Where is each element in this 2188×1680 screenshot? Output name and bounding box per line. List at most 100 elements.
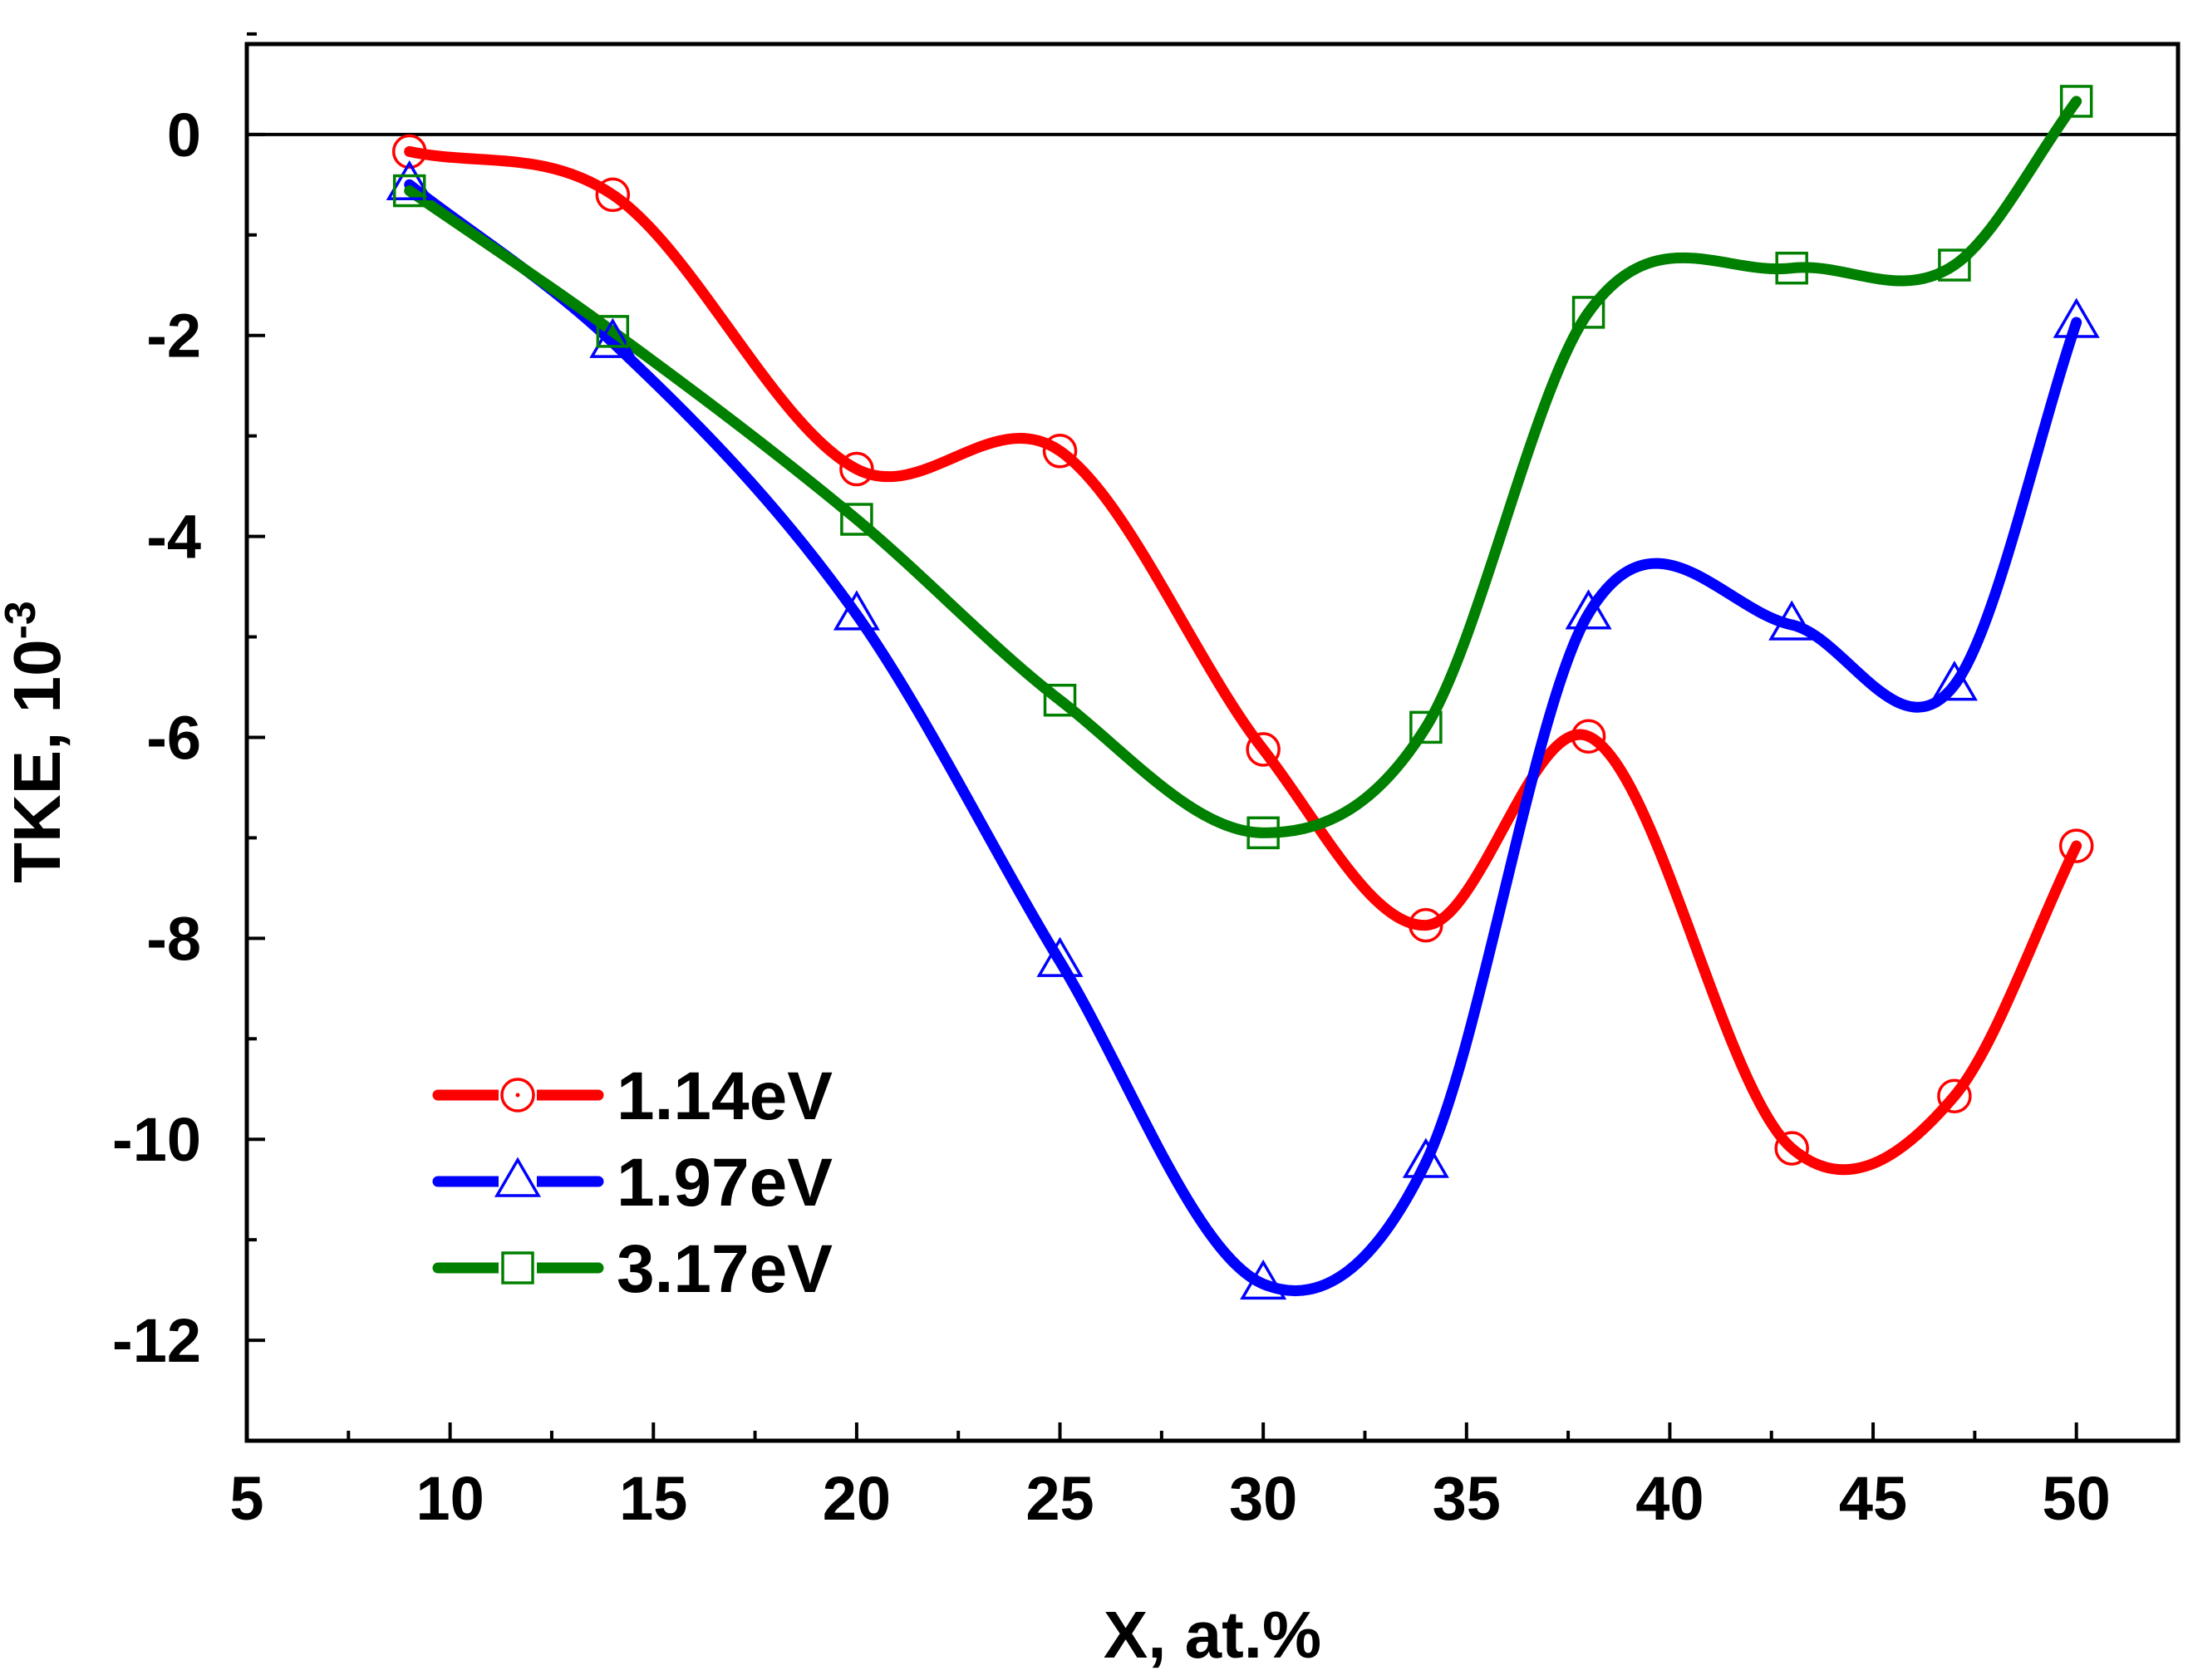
- triangle-marker-shape: [1930, 661, 1978, 701]
- square-marker: [1938, 248, 1971, 282]
- circle-marker-ring: [1042, 434, 1078, 469]
- triangle-marker-shape: [386, 160, 433, 201]
- y-axis-title-text: TKE, 10: [0, 639, 74, 882]
- y-tick-label: -6: [146, 703, 201, 772]
- circle-marker: [839, 451, 874, 487]
- x-axis-title: X, at.%: [1104, 1598, 1321, 1672]
- circle-marker: [2058, 828, 2094, 863]
- triangle-marker-shape: [1565, 589, 1612, 630]
- x-tick-label: 45: [1839, 1464, 1907, 1533]
- legend-label: 1.97eV: [617, 1145, 833, 1221]
- square-marker-shape: [1775, 251, 1808, 285]
- x-tick-label: 15: [619, 1464, 687, 1533]
- y-tick-label: 0: [167, 101, 201, 169]
- circle-marker: [391, 134, 427, 169]
- triangle-marker: [589, 317, 637, 358]
- circle-marker-ring: [500, 1078, 535, 1113]
- triangle-marker-shape: [589, 317, 637, 358]
- circle-marker: [1409, 907, 1443, 943]
- circle-marker-dot: [1586, 734, 1591, 739]
- square-marker: [1246, 816, 1280, 850]
- square-marker-shape: [1043, 683, 1077, 717]
- circle-marker-ring: [1774, 1131, 1809, 1166]
- circle-marker-dot: [610, 192, 615, 197]
- circle-marker-dot: [1261, 747, 1266, 752]
- series-line-3.17eV: [404, 96, 2082, 838]
- square-marker-shape: [1409, 710, 1443, 744]
- square-marker: [1409, 710, 1443, 744]
- square-marker-shape: [1571, 296, 1605, 329]
- x-tick-label: 25: [1025, 1464, 1094, 1533]
- legend-square-marker: [501, 1251, 534, 1285]
- x-tick-label: 35: [1433, 1464, 1501, 1533]
- x-tick-label: 20: [823, 1464, 891, 1533]
- triangle-marker-shape: [1240, 1259, 1287, 1300]
- ticks: 5 10 15 20 25 30 35 40 45 50 0 -2 -4 -6 -8 -10 -12: [112, 32, 2180, 1533]
- triangle-marker-shape: [1036, 936, 1084, 977]
- circle-marker-ring: [839, 451, 874, 487]
- y-tick-label: -12: [112, 1306, 201, 1375]
- circle-marker: [595, 177, 631, 213]
- circle-marker: [1774, 1131, 1809, 1166]
- triangle-marker: [1565, 589, 1612, 630]
- y-tick-label: -2: [146, 302, 201, 371]
- legend-marker-bg: [499, 1250, 537, 1286]
- triangle-marker: [386, 160, 433, 201]
- series-line-1.97eV: [404, 179, 2082, 1296]
- square-marker-shape: [1246, 816, 1280, 850]
- circle-marker-dot: [1423, 923, 1428, 928]
- square-marker: [596, 315, 630, 348]
- triangle-marker-shape: [494, 1157, 542, 1197]
- triangle-marker: [1036, 936, 1084, 977]
- circle-marker-dot: [1789, 1146, 1794, 1151]
- circle-marker-ring: [1571, 719, 1606, 754]
- y-axis-title: TKE, 10-3: [0, 601, 74, 883]
- circle-marker-dot: [515, 1093, 520, 1098]
- circle-marker-dot: [854, 467, 859, 472]
- triangle-marker-shape: [2053, 297, 2100, 338]
- legend-triangle-marker: [494, 1157, 542, 1197]
- circle-marker: [1937, 1078, 1972, 1113]
- circle-marker: [1042, 434, 1078, 469]
- x-tick-label: 30: [1229, 1464, 1297, 1533]
- x-tick-label: 5: [229, 1464, 263, 1533]
- circle-marker-ring: [1409, 907, 1443, 943]
- x-tick-label: 50: [2043, 1464, 2111, 1533]
- y-tick-label: -8: [146, 904, 201, 973]
- circle-marker-dot: [1952, 1093, 1957, 1098]
- series-curves: [404, 96, 2082, 1296]
- circle-marker-ring: [1246, 732, 1281, 767]
- triangle-marker: [2053, 297, 2100, 338]
- x-tick-label: 40: [1635, 1464, 1704, 1533]
- series-markers: [386, 85, 2100, 1300]
- triangle-marker: [833, 590, 880, 631]
- plot-frame: [244, 42, 2181, 1443]
- square-marker: [840, 503, 873, 536]
- y-tick-label: -4: [146, 503, 201, 572]
- square-marker-shape: [501, 1251, 534, 1285]
- circle-marker-dot: [1058, 449, 1063, 454]
- circle-marker-dot: [2074, 843, 2079, 848]
- square-marker-shape: [596, 315, 630, 348]
- square-marker-shape: [1938, 248, 1971, 282]
- square-marker-shape: [392, 174, 426, 208]
- triangle-marker: [1240, 1259, 1287, 1300]
- square-marker: [392, 174, 426, 208]
- legend: 1.14eV 1.97eV 3.17eV: [432, 1059, 833, 1307]
- square-marker-shape: [840, 503, 873, 536]
- triangle-marker-shape: [833, 590, 880, 631]
- square-marker: [1043, 683, 1077, 717]
- triangle-marker: [1402, 1137, 1449, 1178]
- square-marker: [1775, 251, 1808, 285]
- circle-marker-dot: [407, 149, 412, 154]
- square-marker: [2059, 85, 2093, 118]
- circle-marker-ring: [1937, 1078, 1972, 1113]
- legend-label: 3.17eV: [617, 1231, 833, 1307]
- x-tick-label: 10: [415, 1464, 484, 1533]
- circle-marker-ring: [595, 177, 631, 213]
- y-tick-label: -10: [112, 1105, 201, 1174]
- legend-circle-marker: [500, 1078, 535, 1113]
- square-marker: [1571, 296, 1605, 329]
- series-line-1.14eV: [404, 145, 2082, 1176]
